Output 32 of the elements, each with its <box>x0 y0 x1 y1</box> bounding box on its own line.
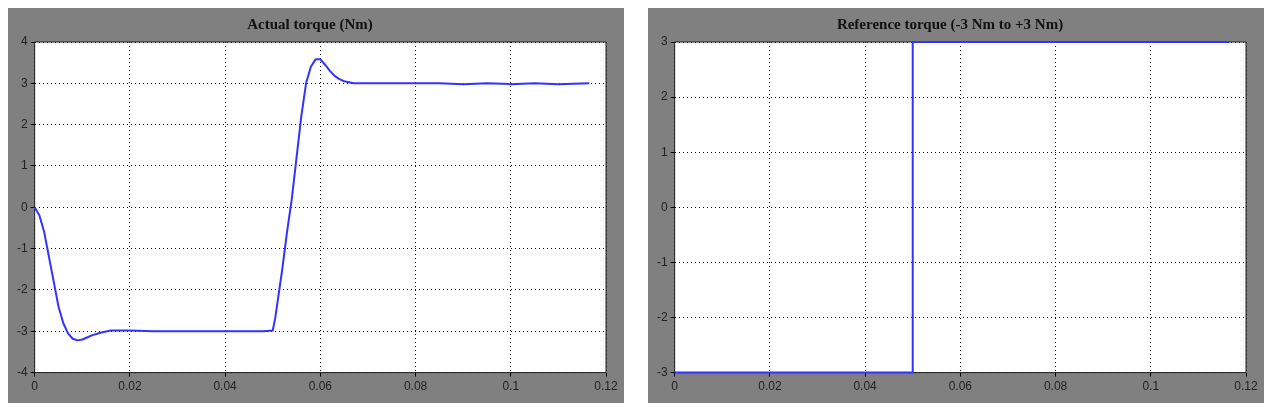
y-tick-label: 1 <box>20 158 28 173</box>
y-tick-label: -2 <box>17 282 28 297</box>
y-tick-label: 3 <box>660 34 668 49</box>
x-tick-label: 0 <box>31 379 39 394</box>
chart-title: Reference torque (-3 Nm to +3 Nm) <box>836 15 1064 33</box>
x-tick-label: 0.1 <box>1142 379 1160 394</box>
y-tick-label: -4 <box>17 364 28 379</box>
x-tick-label: 0.02 <box>118 379 142 394</box>
chart-title: Actual torque (Nm) <box>247 15 373 33</box>
x-tick-label: 0.02 <box>758 379 782 394</box>
y-tick-label: 4 <box>20 34 28 49</box>
x-tick-label: 0 <box>671 379 679 394</box>
y-tick-label: 1 <box>660 144 668 159</box>
x-tick-label: 0.04 <box>853 379 878 394</box>
x-tick-label: 0.08 <box>1043 379 1068 394</box>
y-tick-label: 0 <box>20 199 28 214</box>
x-tick-label: 0.1 <box>502 379 520 394</box>
y-tick-label: -1 <box>657 254 668 269</box>
y-tick-label: 2 <box>20 116 28 131</box>
y-tick-label: 0 <box>660 199 668 214</box>
y-tick-label: -2 <box>657 309 668 324</box>
y-tick-label: 3 <box>20 75 28 90</box>
y-tick-label: -3 <box>657 364 668 379</box>
x-tick-label: 0.08 <box>403 379 428 394</box>
x-tick-label: 0.06 <box>308 379 333 394</box>
y-tick-label: 2 <box>660 89 668 104</box>
y-tick-label: -1 <box>17 240 28 255</box>
y-tick-label: -3 <box>17 323 28 338</box>
x-tick-label: 0.06 <box>948 379 973 394</box>
x-tick-label: 0.12 <box>594 379 618 394</box>
x-tick-label: 0.04 <box>213 379 238 394</box>
x-tick-label: 0.12 <box>1234 379 1258 394</box>
